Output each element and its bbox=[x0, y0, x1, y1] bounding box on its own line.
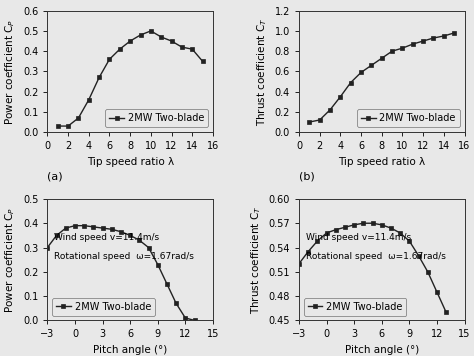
Y-axis label: Power coefficient C$_P$: Power coefficient C$_P$ bbox=[4, 18, 18, 125]
Text: (a): (a) bbox=[47, 171, 63, 181]
Y-axis label: Power coefficient C$_P$: Power coefficient C$_P$ bbox=[4, 206, 18, 313]
Legend: 2MW Two-blade: 2MW Two-blade bbox=[304, 298, 407, 315]
Y-axis label: Thrust coefficient C$_T$: Thrust coefficient C$_T$ bbox=[255, 17, 269, 126]
Text: Rotational speed  ω=1.67rad/s: Rotational speed ω=1.67rad/s bbox=[54, 252, 194, 261]
Legend: 2MW Two-blade: 2MW Two-blade bbox=[105, 110, 208, 127]
Legend: 2MW Two-blade: 2MW Two-blade bbox=[357, 110, 460, 127]
Text: Wind speed v=11.4m/s: Wind speed v=11.4m/s bbox=[306, 233, 411, 242]
X-axis label: Pitch angle (°): Pitch angle (°) bbox=[93, 345, 167, 355]
X-axis label: Tip speed ratio λ: Tip speed ratio λ bbox=[338, 157, 425, 167]
Legend: 2MW Two-blade: 2MW Two-blade bbox=[52, 298, 155, 315]
X-axis label: Tip speed ratio λ: Tip speed ratio λ bbox=[87, 157, 174, 167]
Y-axis label: Thrust coefficient C$_T$: Thrust coefficient C$_T$ bbox=[249, 205, 263, 314]
Text: Rotational speed  ω=1.67rad/s: Rotational speed ω=1.67rad/s bbox=[306, 252, 446, 261]
Text: Wind speed v=11.4m/s: Wind speed v=11.4m/s bbox=[54, 233, 159, 242]
Text: (b): (b) bbox=[299, 171, 315, 181]
X-axis label: Pitch angle (°): Pitch angle (°) bbox=[345, 345, 419, 355]
